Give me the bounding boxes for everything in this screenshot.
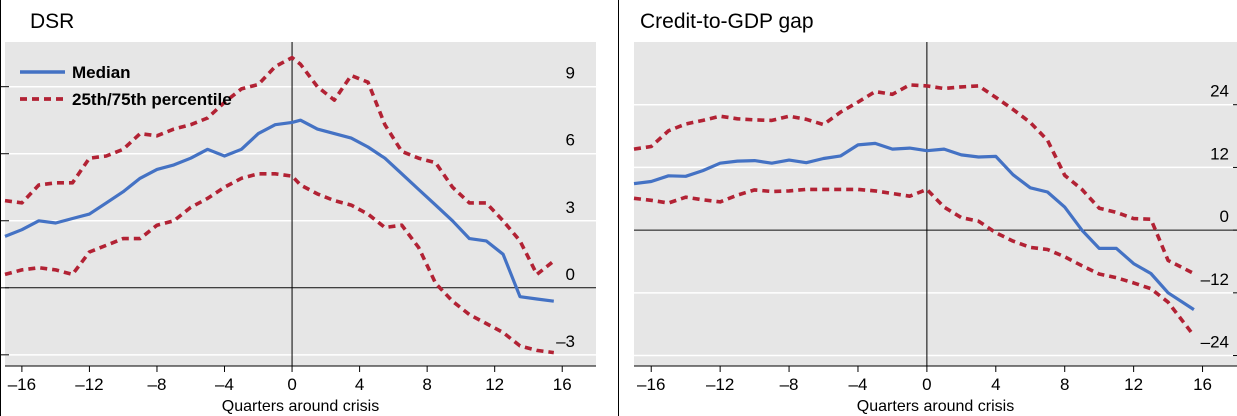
x-tick-label: 4 (355, 375, 364, 394)
y-tick-label: 0 (566, 265, 575, 284)
legend: Median 25th/75th percentile (20, 63, 232, 109)
x-tick-label: 8 (422, 375, 431, 394)
y-tick-label: 6 (566, 131, 575, 150)
x-tick-label: 0 (922, 375, 931, 394)
x-axis-title: Quarters around crisis (857, 398, 1014, 415)
x-tick-label: 16 (1193, 375, 1212, 394)
x-tick-label: –4 (849, 375, 868, 394)
y-tick-label: 12 (1210, 144, 1229, 163)
x-tick-label: 4 (991, 375, 1000, 394)
plot-area (634, 42, 1237, 366)
x-tick-label: –8 (148, 375, 167, 394)
y-tick-label: 0 (1220, 207, 1229, 226)
series-line-median (633, 141, 1195, 311)
x-tick-label: –12 (706, 375, 734, 394)
x-tick-label: 12 (485, 375, 504, 394)
x-tick-label: 16 (553, 375, 572, 394)
y-tick-label: 9 (566, 64, 575, 83)
y-tick-label: 24 (1210, 82, 1229, 101)
x-tick-label: –16 (637, 375, 665, 394)
y-tick-label: –3 (556, 332, 575, 351)
x-tick-label: 0 (287, 375, 296, 394)
x-tick-label: –16 (8, 375, 36, 394)
legend-label: 25th/75th percentile (72, 90, 232, 109)
series-line-25th-percentile (4, 172, 555, 355)
legend-label: Median (72, 63, 131, 82)
series-line-median (4, 118, 555, 303)
x-tick-label: –4 (215, 375, 234, 394)
y-tick-label: –12 (1201, 270, 1229, 289)
x-tick-label: 8 (1060, 375, 1069, 394)
dsr-chart: –3 0 3 6 9 –16 –12 –8 –4 0 4 8 12 16 Quarters around c… (0, 0, 619, 416)
series-line-75th-percentile (633, 83, 1195, 276)
credit-gap-chart: –24 –12 0 12 24 –16 –12 –8 –4 0 4 8 12 16 Quarters aro… (633, 42, 1237, 415)
x-tick-label: 12 (1124, 375, 1143, 394)
x-axis-title: Quarters around crisis (222, 398, 379, 415)
chart-title-credit-gap: Credit-to-GDP gap (640, 10, 814, 33)
series-line-75th-percentile (4, 55, 555, 277)
chart-title-dsr: DSR (30, 10, 75, 33)
y-tick-label: –24 (1201, 333, 1229, 352)
y-tick-label: 3 (566, 198, 575, 217)
x-tick-label: –8 (780, 375, 799, 394)
series-line-25th-percentile (633, 187, 1196, 337)
x-tick-label: –12 (75, 375, 103, 394)
